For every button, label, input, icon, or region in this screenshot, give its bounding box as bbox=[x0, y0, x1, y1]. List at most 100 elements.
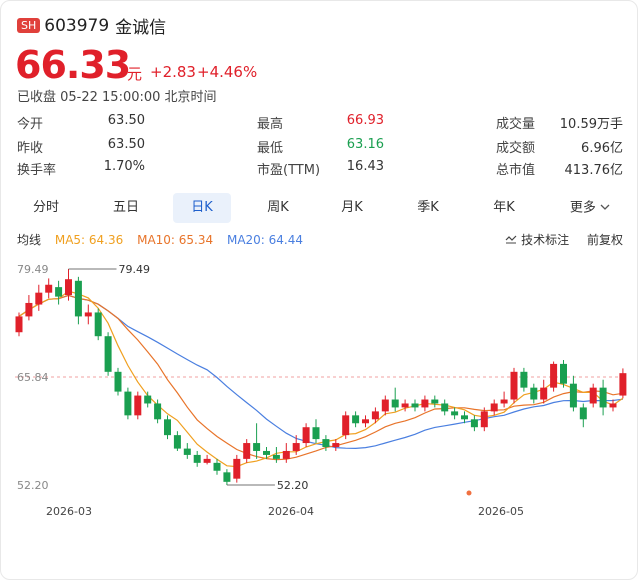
market-status: 已收盘 05-22 15:00:00 北京时间 bbox=[17, 90, 217, 105]
candle bbox=[342, 411, 350, 440]
candle bbox=[74, 276, 82, 325]
candle bbox=[451, 407, 459, 420]
candle bbox=[104, 332, 112, 376]
ma-legend: 均线 MA5: 64.36 MA10: 65.34 MA20: 64.44 bbox=[17, 231, 303, 248]
candle bbox=[272, 447, 280, 463]
stock-name[interactable]: 金诚信 bbox=[115, 18, 167, 38]
candle bbox=[589, 383, 597, 408]
tab-more[interactable]: 更多 bbox=[555, 193, 625, 223]
tab-intraday[interactable]: 分时 bbox=[32, 200, 59, 215]
candle-body bbox=[25, 302, 33, 317]
candle-body bbox=[35, 292, 43, 305]
stat-value: 413.76亿 bbox=[564, 163, 624, 178]
x-axis-label: 2026-03 bbox=[46, 505, 92, 518]
candle-body bbox=[124, 391, 132, 416]
stat-label: 成交量 bbox=[496, 117, 536, 132]
candle-body bbox=[322, 439, 330, 448]
candle bbox=[193, 450, 201, 467]
candle-body bbox=[243, 443, 251, 459]
candle-body bbox=[55, 287, 63, 297]
ma20-line bbox=[18, 294, 623, 450]
candle-body bbox=[45, 284, 53, 293]
candle bbox=[45, 278, 53, 299]
candle-body bbox=[203, 458, 211, 463]
stat-label: 换手率 bbox=[17, 163, 57, 178]
candle-body bbox=[292, 443, 300, 451]
tab-more-label: 更多 bbox=[569, 200, 596, 216]
x-axis-label: 2026-04 bbox=[268, 505, 314, 518]
tab-five-day[interactable]: 五日 bbox=[112, 200, 139, 215]
stat-label: 昨收 bbox=[17, 141, 44, 156]
candle bbox=[173, 431, 181, 451]
tab-monthly-k[interactable]: 月K bbox=[341, 200, 363, 215]
candle bbox=[114, 367, 122, 396]
candle-body bbox=[480, 411, 488, 428]
candle-body bbox=[272, 454, 280, 459]
candle-body bbox=[253, 443, 261, 451]
candle bbox=[203, 454, 211, 465]
candle bbox=[401, 399, 409, 412]
adjust-button[interactable]: 前复权 bbox=[586, 233, 623, 247]
candle-body bbox=[84, 312, 92, 317]
chevron-down-icon bbox=[600, 193, 610, 223]
indicator-button[interactable]: 技术标注 bbox=[505, 233, 573, 247]
candle-body bbox=[144, 395, 152, 404]
tab-quarterly-k[interactable]: 季K bbox=[417, 200, 439, 215]
tab-daily-k[interactable]: 日K bbox=[173, 193, 231, 223]
y-axis-label: 52.20 bbox=[17, 479, 49, 492]
candle-body bbox=[362, 419, 369, 424]
candle bbox=[263, 447, 270, 459]
candle-body bbox=[312, 427, 320, 440]
candle bbox=[25, 295, 33, 321]
stat-label: 最低 bbox=[257, 141, 284, 156]
candle bbox=[550, 361, 558, 392]
candle bbox=[352, 411, 360, 428]
candle-body bbox=[381, 399, 389, 412]
candle bbox=[15, 312, 23, 337]
candle bbox=[144, 391, 152, 408]
candle-body bbox=[520, 371, 528, 388]
candle bbox=[322, 435, 330, 451]
candle bbox=[569, 375, 577, 412]
stat-label: 市盈(TTM) bbox=[257, 163, 321, 178]
candle-body bbox=[371, 411, 379, 420]
candle bbox=[223, 469, 231, 485]
candle bbox=[500, 391, 508, 408]
candle bbox=[530, 383, 538, 404]
candle-body bbox=[431, 399, 439, 404]
candle-body bbox=[401, 403, 409, 408]
stat-value: 6.96亿 bbox=[581, 141, 623, 156]
ma5-value: MA5: 64.36 bbox=[54, 233, 124, 247]
candle-body bbox=[134, 395, 142, 416]
candle bbox=[94, 308, 102, 341]
candle-body bbox=[411, 403, 419, 408]
candle-body bbox=[530, 387, 538, 400]
x-axis-label: 2026-05 bbox=[478, 505, 524, 518]
candle-body bbox=[500, 399, 508, 404]
candle-body bbox=[510, 371, 518, 400]
tab-yearly-k[interactable]: 年K bbox=[493, 200, 515, 215]
candle-body bbox=[550, 363, 558, 388]
tab-weekly-k[interactable]: 周K bbox=[267, 200, 289, 215]
candlestick-chart[interactable]: 79.49 65.84 52.20 2026-03 2026-04 2026-05 79.4… bbox=[1, 253, 638, 523]
candle-body bbox=[233, 458, 241, 479]
candle bbox=[490, 399, 498, 416]
candle bbox=[362, 415, 369, 428]
candle bbox=[480, 407, 488, 432]
candle bbox=[55, 280, 63, 305]
candle-body bbox=[441, 403, 449, 412]
candle bbox=[560, 359, 567, 388]
price-unit: 元 bbox=[127, 65, 143, 83]
candle-body bbox=[183, 448, 191, 455]
high-annotation: 79.49 bbox=[119, 263, 151, 276]
candle-body bbox=[599, 387, 607, 408]
period-tabs: 分时 五日 日K 周K 月K 季K 年K 更多 bbox=[15, 193, 625, 223]
candle bbox=[233, 454, 241, 483]
stock-header: SH 603979 金诚信 bbox=[17, 13, 166, 38]
candle-body bbox=[421, 399, 429, 408]
stat-label: 成交额 bbox=[496, 141, 536, 156]
candle bbox=[619, 368, 627, 399]
candle-body bbox=[154, 403, 162, 420]
candle bbox=[134, 391, 142, 420]
candle-body bbox=[569, 383, 577, 408]
